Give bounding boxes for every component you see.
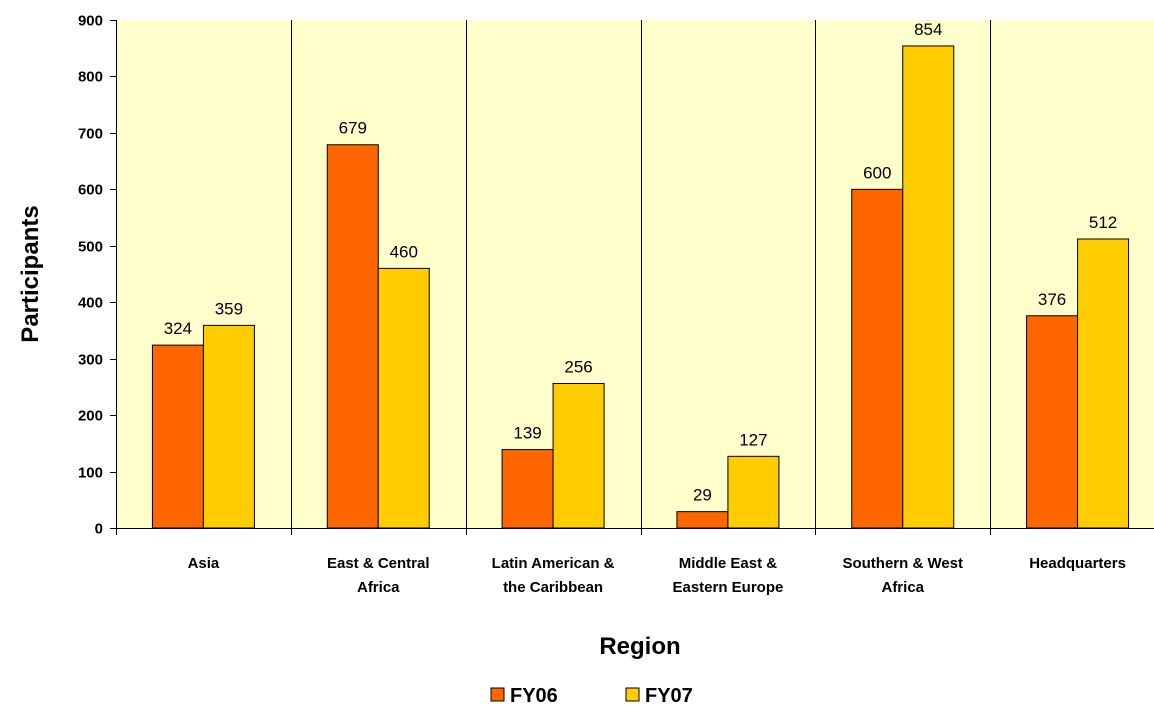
- data-label: 600: [863, 163, 891, 182]
- data-label: 854: [914, 20, 942, 39]
- y-tick-label: 600: [78, 182, 103, 199]
- data-label: 127: [739, 430, 767, 449]
- bar-fy06: [501, 449, 554, 529]
- bar-fy06: [676, 511, 729, 529]
- x-tick-label: Eastern Europe: [672, 579, 783, 596]
- x-tick-label: Southern & West: [842, 555, 963, 572]
- data-label: 679: [339, 119, 367, 138]
- x-tick-label: Headquarters: [1029, 555, 1126, 572]
- y-tick-label: 300: [78, 352, 103, 369]
- bar-fy07: [902, 45, 955, 529]
- bar-fy07: [1077, 238, 1130, 529]
- y-tick-label: 500: [78, 239, 103, 256]
- data-label: 376: [1038, 290, 1066, 309]
- legend-label-fy06: FY06: [510, 685, 558, 707]
- y-tick-label: 700: [78, 126, 103, 143]
- bar-fy07: [727, 455, 780, 529]
- y-tick-label: 200: [78, 408, 103, 425]
- x-tick-label: Asia: [188, 555, 220, 572]
- x-axis-title: Region: [599, 633, 680, 660]
- bar-fy06: [851, 188, 904, 529]
- data-label: 29: [693, 486, 712, 505]
- data-label: 139: [513, 424, 541, 443]
- legend-swatch-fy06: [490, 687, 505, 702]
- bar-fy07: [552, 383, 605, 529]
- x-tick-label: Middle East &: [679, 555, 778, 572]
- plot-area: [116, 20, 1154, 528]
- x-tick-label: Africa: [357, 579, 400, 596]
- x-tick-label: the Caribbean: [503, 579, 603, 596]
- bar-fy06: [1026, 315, 1079, 529]
- y-tick-label: 400: [78, 295, 103, 312]
- y-tick-label: 100: [78, 465, 103, 482]
- bar-fy06: [326, 144, 379, 529]
- data-label: 359: [215, 299, 243, 318]
- y-tick-label: 800: [78, 69, 103, 86]
- data-label: 512: [1089, 213, 1117, 232]
- legend-swatch-fy07: [625, 687, 640, 702]
- x-tick-label: Latin American &: [492, 555, 615, 572]
- data-label: 460: [390, 242, 418, 261]
- y-tick-label: 0: [95, 521, 103, 538]
- bar-fy07: [377, 267, 430, 529]
- bar-fy06: [151, 344, 204, 529]
- y-tick-label: 900: [78, 13, 103, 30]
- y-axis-title: Participants: [17, 205, 44, 342]
- x-tick-label: Africa: [881, 579, 924, 596]
- bar-fy07: [202, 324, 255, 529]
- x-tick-label: East & Central: [327, 555, 430, 572]
- legend-label-fy07: FY07: [645, 685, 693, 707]
- data-label: 324: [164, 319, 192, 338]
- data-label: 256: [564, 358, 592, 377]
